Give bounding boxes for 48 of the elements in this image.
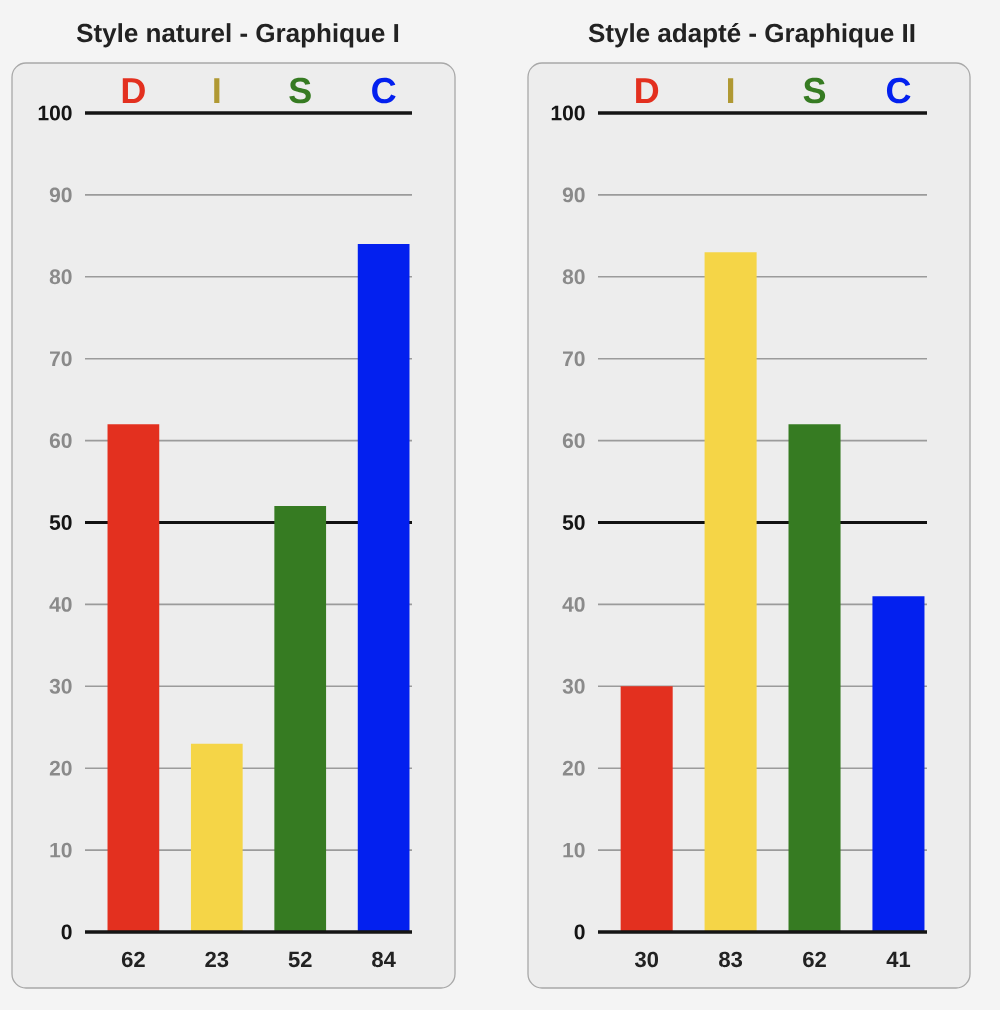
bar — [274, 506, 327, 932]
y-tick-label: 10 — [563, 842, 585, 858]
bar — [357, 244, 410, 932]
data-label: 84 — [372, 951, 396, 968]
bar — [107, 424, 160, 932]
y-tick-label: 80 — [49, 269, 72, 285]
x-tick-label: D — [636, 78, 659, 103]
x-tick-label: C — [886, 77, 911, 104]
x-tick-label: S — [289, 77, 311, 104]
data-label: 30 — [634, 951, 659, 968]
y-tick-label: 0 — [574, 924, 585, 940]
y-tick-label: 20 — [562, 760, 585, 776]
y-tick-label: 100 — [551, 105, 585, 121]
y-tick-label: 20 — [49, 760, 72, 776]
x-tick-label: S — [803, 77, 826, 104]
data-label: 62 — [121, 951, 145, 968]
data-label: 62 — [803, 951, 826, 968]
x-tick-label: D — [122, 78, 145, 103]
y-tick-label: 60 — [562, 433, 585, 449]
y-tick-label: 50 — [49, 515, 72, 530]
y-tick-label: 40 — [49, 596, 72, 612]
y-tick-label: 90 — [49, 187, 72, 203]
y-tick-label: 50 — [562, 515, 585, 530]
data-label: 41 — [886, 951, 911, 967]
y-tick-label: 90 — [562, 187, 585, 203]
bar — [872, 596, 925, 932]
chart-title: Style adapté - Graphique II — [588, 22, 915, 48]
data-label: 52 — [288, 951, 312, 968]
x-tick-label: I — [728, 78, 734, 103]
y-tick-label: 30 — [49, 678, 72, 694]
x-tick-label: C — [372, 77, 396, 104]
bar — [788, 424, 841, 932]
bar — [190, 743, 243, 932]
x-tick-label: I — [214, 78, 220, 103]
y-tick-label: 70 — [50, 351, 72, 367]
bar — [620, 686, 673, 932]
y-tick-label: 100 — [38, 105, 72, 121]
y-tick-label: 40 — [562, 596, 585, 612]
y-tick-label: 70 — [563, 351, 585, 367]
y-tick-label: 60 — [49, 433, 72, 449]
y-tick-label: 10 — [50, 842, 72, 858]
chart-title: Style naturel - Graphique I — [76, 23, 399, 48]
y-tick-label: 30 — [562, 678, 585, 694]
data-label: 23 — [205, 951, 229, 968]
y-tick-label: 80 — [562, 269, 585, 285]
bar — [704, 252, 757, 932]
y-tick-label: 0 — [61, 924, 72, 940]
data-label: 83 — [719, 951, 743, 968]
